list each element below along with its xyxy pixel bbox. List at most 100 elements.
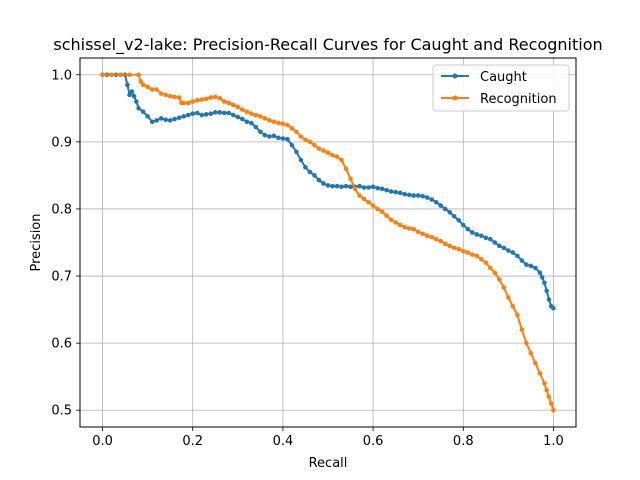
data-point-caught [479,233,484,239]
data-point-caught [244,119,250,125]
data-point-caught [307,169,313,175]
data-point-recognition [244,109,250,114]
data-point-caught [415,193,421,198]
data-point-caught [361,185,367,190]
data-point-recognition [127,72,132,78]
data-point-recognition [221,99,227,104]
data-point-recognition [176,95,182,100]
y-axis-label: Precision [29,213,44,271]
data-point-caught [158,116,164,121]
data-point-caught [429,197,435,202]
data-point-recognition [406,226,412,231]
data-point-recognition [393,220,398,225]
data-point-recognition [379,209,385,214]
data-point-recognition [190,99,196,104]
legend-marker-caught [452,73,458,79]
data-point-caught [190,111,196,116]
data-point-caught [140,109,146,114]
data-point-recognition [361,196,367,202]
data-point-caught [145,114,150,119]
data-point-caught [289,142,295,148]
data-point-caught [384,187,389,193]
data-point-recognition [140,82,146,88]
data-point-caught [176,115,182,121]
data-point-caught [438,203,444,208]
data-point-caught [134,99,139,104]
data-point-recognition [217,95,223,101]
data-point-recognition [537,371,543,376]
data-point-caught [424,195,430,200]
data-point-recognition [492,270,498,275]
data-point-caught [442,206,448,212]
x-tick-label: 0.6 [363,434,384,449]
data-point-caught [375,185,380,191]
data-point-caught [149,119,155,125]
data-point-recognition [303,137,308,143]
data-point-caught [212,110,218,115]
series-layer [100,72,556,413]
data-point-recognition [138,79,144,84]
data-point-caught [497,243,502,249]
y-tick-label: 0.8 [51,202,72,217]
data-point-caught [276,135,281,141]
x-tick-label: 1.0 [543,434,564,449]
data-point-recognition [294,129,299,135]
data-point-caught [303,165,308,170]
data-point-caught [199,112,205,118]
data-point-recognition [397,222,403,228]
data-point-caught [524,262,529,267]
data-point-recognition [307,139,313,145]
legend-marker-recognition [452,95,458,101]
y-tick-label: 0.5 [51,404,72,419]
data-point-caught [185,112,191,118]
data-point-recognition [203,96,209,102]
data-point-recognition [109,72,114,78]
y-tick-label: 0.7 [51,270,72,285]
data-point-recognition [497,277,502,282]
data-point-caught [546,297,552,302]
data-point-recognition [366,199,371,205]
data-point-recognition [240,107,245,112]
data-point-caught [402,191,407,197]
data-point-recognition [249,111,254,116]
x-tick-label: 0.0 [92,434,113,449]
data-point-recognition [181,100,187,106]
data-point-caught [519,258,525,263]
data-point-caught [433,199,439,205]
data-point-recognition [158,91,164,96]
data-point-recognition [460,248,466,254]
data-point-caught [249,120,254,126]
data-point-recognition [145,84,150,90]
data-point-caught [465,226,471,232]
data-point-caught [154,118,159,123]
data-point-caught [280,136,286,141]
data-point-caught [129,89,135,94]
data-point-recognition [546,394,552,400]
data-point-caught [334,183,340,189]
data-point-recognition [262,116,268,121]
data-point-caught [544,288,549,294]
data-point-caught [312,173,317,178]
data-point-recognition [348,176,353,182]
data-point-recognition [370,203,376,208]
legend-label-recognition: Recognition [480,92,557,107]
data-point-caught [420,193,425,199]
data-point-caught [533,265,538,271]
data-point-recognition [298,134,304,139]
data-point-recognition [312,142,317,148]
data-point-recognition [163,92,168,98]
data-point-recognition [339,157,344,163]
data-point-recognition [442,241,448,247]
data-point-caught [262,132,268,138]
data-point-recognition [429,234,435,240]
data-point-caught [483,235,489,241]
data-point-caught [194,110,200,116]
data-point-recognition [149,87,155,92]
data-point-caught [267,134,272,139]
data-point-caught [271,133,277,139]
data-point-recognition [267,118,272,123]
data-point-recognition [357,193,362,198]
y-tick-label: 1.0 [51,68,72,83]
data-point-recognition [483,260,489,265]
